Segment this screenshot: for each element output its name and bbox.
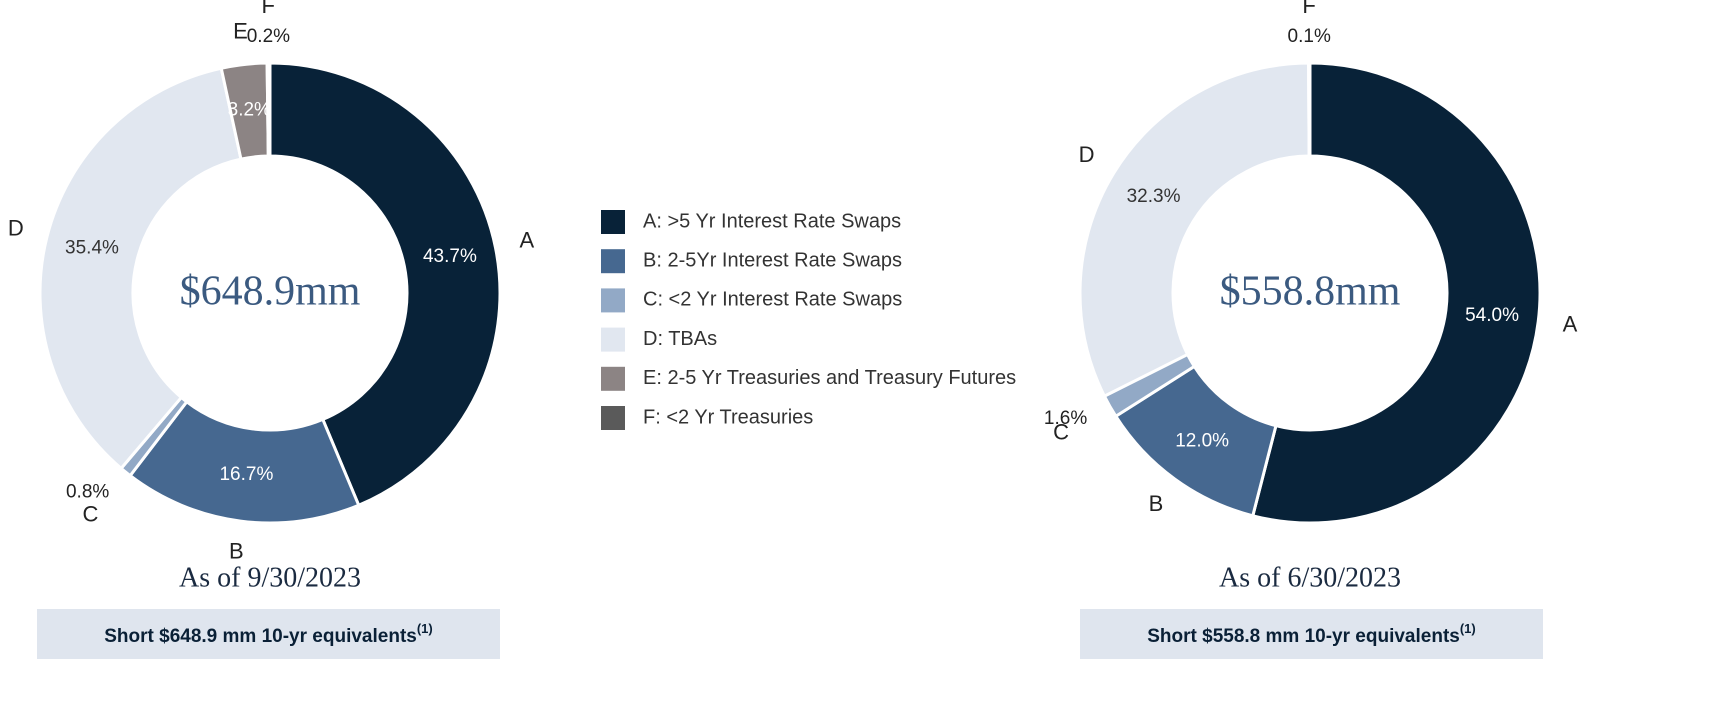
value-label: 1.6% xyxy=(1044,408,1087,429)
footnote-text: Short $558.8 mm 10-yr equivalents xyxy=(1147,626,1460,647)
footnote-sup: (1) xyxy=(1460,621,1476,636)
footnote-sup: (1) xyxy=(417,621,433,636)
legend-label: E: 2-5 Yr Treasuries and Treasury Future… xyxy=(643,367,1016,389)
caption: As of 6/30/2023 xyxy=(1219,562,1401,593)
legend-label: A: >5 Yr Interest Rate Swaps xyxy=(643,210,901,232)
footnote-box xyxy=(1080,609,1543,659)
donut-slice xyxy=(1078,61,1311,399)
legend-label: C: <2 Yr Interest Rate Swaps xyxy=(643,289,902,311)
legend-label: B: 2-5Yr Interest Rate Swaps xyxy=(643,249,902,271)
slice-letter: E xyxy=(233,18,248,43)
center-label: $558.8mm xyxy=(1220,269,1401,315)
footnote-text: Short $648.9 mm 10-yr equivalents xyxy=(104,626,417,647)
slice-letter: D xyxy=(8,215,24,240)
legend-label: F: <2 Yr Treasuries xyxy=(643,406,813,428)
value-label: 43.7% xyxy=(423,246,477,267)
donut-slice xyxy=(1250,61,1542,525)
slice-letter: B xyxy=(1149,491,1164,516)
slice-letter: C xyxy=(1053,420,1069,445)
slice-letter: B xyxy=(229,539,244,564)
value-label: 0.1% xyxy=(1288,26,1331,47)
slice-letter: D xyxy=(1079,142,1095,167)
value-label: 3.2% xyxy=(228,100,271,121)
slice-letter: A xyxy=(1563,312,1578,337)
value-label: 0.8% xyxy=(66,481,109,502)
donut-slice xyxy=(268,61,502,508)
value-label: 12.0% xyxy=(1175,430,1229,451)
slice-letter: F xyxy=(261,0,274,18)
legend-swatch xyxy=(601,210,625,234)
legend-swatch xyxy=(601,327,625,352)
center-label: $648.9mm xyxy=(180,269,361,315)
footnote: Short $648.9 mm 10-yr equivalents(1) xyxy=(104,621,432,647)
donut-slice xyxy=(38,66,243,471)
footnote-box xyxy=(37,609,500,659)
value-label: 54.0% xyxy=(1465,305,1519,326)
legend-swatch xyxy=(601,288,625,313)
value-label: 35.4% xyxy=(65,237,119,258)
value-label: 32.3% xyxy=(1127,186,1181,207)
slice-letter: C xyxy=(83,501,99,526)
footnote: Short $558.8 mm 10-yr equivalents(1) xyxy=(1147,621,1475,647)
legend-swatch xyxy=(601,249,625,274)
legend-label: D: TBAs xyxy=(643,328,717,350)
legend-swatch xyxy=(601,366,625,391)
slice-letter: F xyxy=(1302,0,1315,18)
value-label: 0.2% xyxy=(247,26,290,47)
slice-letter: A xyxy=(520,227,535,252)
donut-slice xyxy=(128,399,361,525)
caption: As of 9/30/2023 xyxy=(179,562,361,593)
donut-slice xyxy=(265,61,272,158)
legend-swatch xyxy=(601,406,625,430)
value-label: 16.7% xyxy=(219,464,273,485)
donut-slice xyxy=(1307,61,1312,158)
